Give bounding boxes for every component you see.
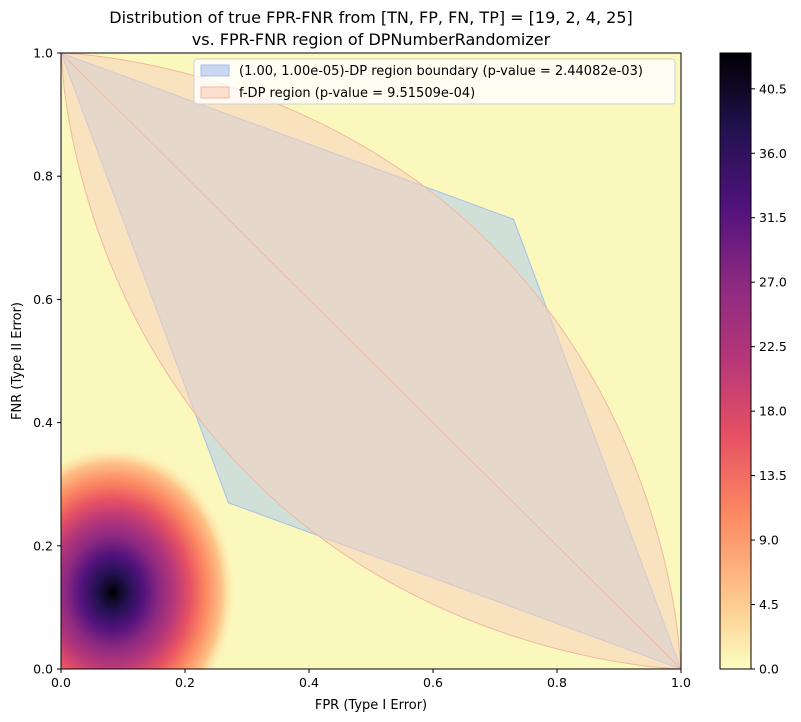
x-tick-label: 1.0	[671, 675, 691, 690]
x-tick-label: 0.8	[547, 675, 567, 690]
colorbar-tick-label: 18.0	[759, 404, 787, 419]
y-tick-label: 0.4	[33, 415, 53, 430]
y-tick-label: 0.0	[33, 662, 53, 677]
fdp-region-shape	[61, 53, 681, 669]
x-tick-label: 0.4	[299, 675, 319, 690]
plot-area	[61, 53, 681, 669]
x-tick-label: 0.2	[175, 675, 195, 690]
colorbar-tick-label: 40.5	[759, 81, 787, 96]
x-tick-label: 0.6	[423, 675, 443, 690]
chart-title-line-1: Distribution of true FPR-FNR from [TN, F…	[109, 8, 633, 27]
x-axis-label: FPR (Type I Error)	[315, 698, 427, 713]
plot-frame	[60, 52, 682, 670]
colorbar	[719, 52, 752, 670]
colorbar-tick-label: 13.5	[759, 468, 787, 483]
x-axis-ticks: 0.0 0.2 0.4 0.6 0.8 1.0	[51, 669, 691, 690]
y-tick-label: 1.0	[33, 46, 53, 61]
legend-swatch-fdp	[200, 86, 230, 99]
colorbar-tick-label: 22.5	[759, 339, 787, 354]
y-tick-label: 0.2	[33, 538, 53, 553]
legend-swatch-dp	[200, 64, 230, 77]
colorbar-tick-label: 9.0	[759, 533, 779, 548]
y-tick-label: 0.8	[33, 169, 53, 184]
x-tick-label: 0.0	[51, 675, 71, 690]
density-blob	[61, 444, 238, 669]
legend-box	[193, 58, 676, 105]
colorbar-tick-label: 0.0	[759, 662, 779, 677]
legend-label-fdp: f-DP region (p-value = 9.51509e-04)	[239, 86, 475, 101]
legend-label-dp: (1.00, 1.00e-05)-DP region boundary (p-v…	[239, 64, 643, 79]
legend: (1.00, 1.00e-05)-DP region boundary (p-v…	[193, 58, 676, 105]
y-tick-label: 0.6	[33, 292, 53, 307]
colorbar-tick-label: 36.0	[759, 146, 787, 161]
y-axis-ticks: 0.0 0.2 0.4 0.6 0.8 1.0	[33, 46, 61, 677]
y-axis-label: FNR (Type II Error)	[10, 302, 25, 420]
chart-title-line-2: vs. FPR-FNR region of DPNumberRandomizer	[192, 30, 551, 49]
colorbar-tick-label: 27.0	[759, 275, 787, 290]
colorbar-tick-label: 4.5	[759, 597, 779, 612]
colorbar-tick-label: 31.5	[759, 210, 787, 225]
colorbar-ticks: 0.0 4.5 9.0 13.5 18.0 22.5 27.0 31.5 36.0 40.5	[751, 81, 787, 677]
